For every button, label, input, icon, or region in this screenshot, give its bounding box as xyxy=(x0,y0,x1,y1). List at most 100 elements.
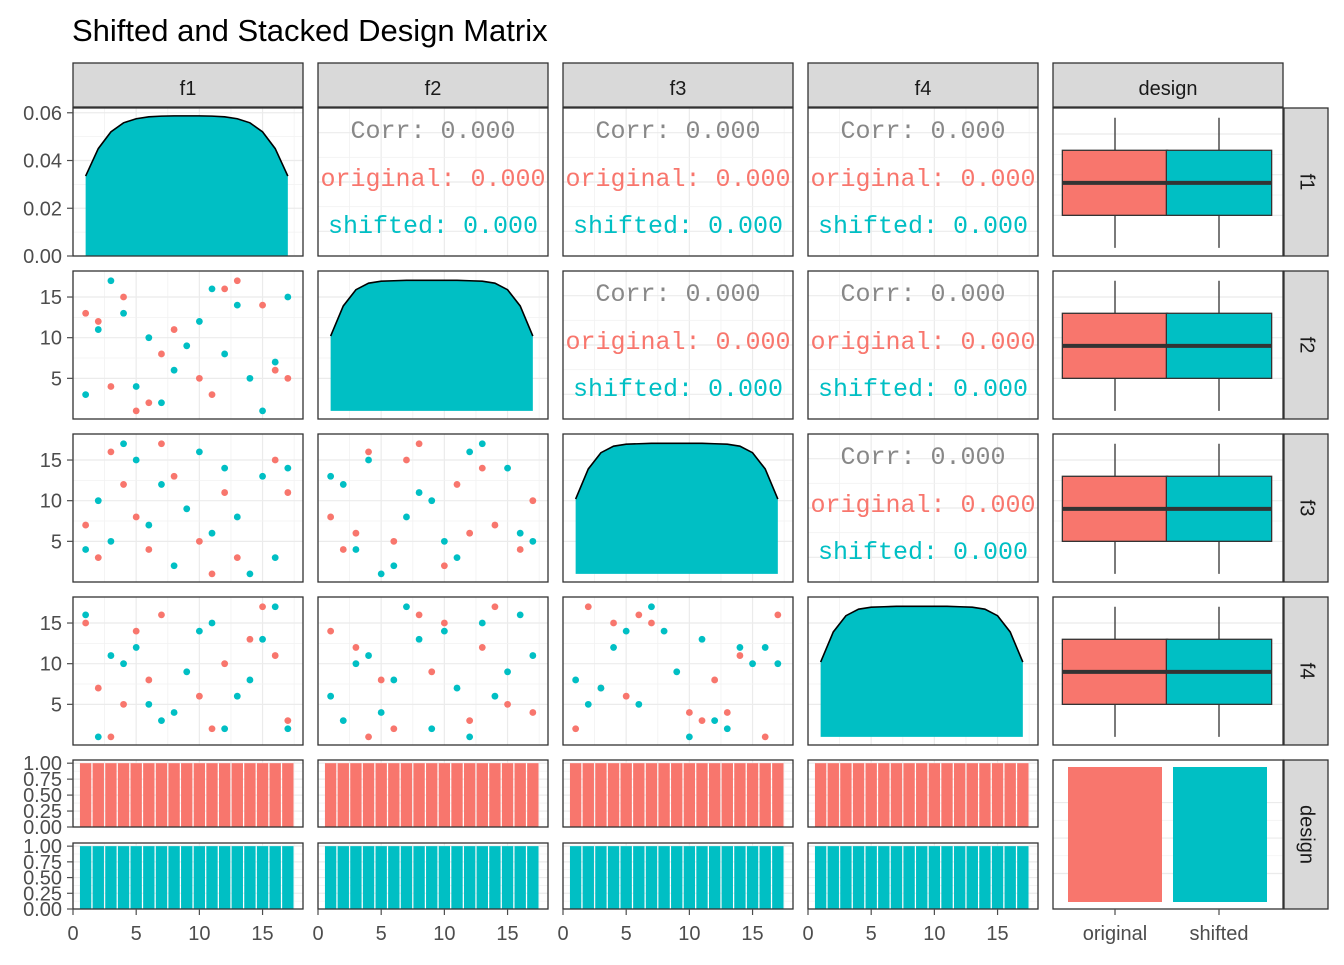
scatter-point-shifted xyxy=(516,529,524,537)
y-tick-label: 5 xyxy=(51,368,62,390)
panel-f4-design xyxy=(1052,596,1284,746)
scatter-point-shifted xyxy=(284,725,292,733)
scatter-point-shifted xyxy=(221,350,229,358)
bar-shifted xyxy=(827,846,839,909)
bar-original xyxy=(193,763,206,827)
scatter-point-original xyxy=(504,700,511,708)
bar-original xyxy=(105,763,117,827)
x-tick-label: 5 xyxy=(131,923,142,945)
panel-border xyxy=(562,842,794,910)
scatter-point-shifted xyxy=(221,464,229,472)
scatter-point-original xyxy=(195,692,203,700)
bar-original xyxy=(79,763,92,827)
panel-border xyxy=(72,596,304,746)
bar-shifted xyxy=(696,846,708,909)
panel-f1-f3: Corr: 0.000 original: 0.000 shifted: 0.000 xyxy=(562,107,794,257)
y-tick-label: 0.04 xyxy=(23,151,62,173)
bar-original xyxy=(582,763,594,827)
bar-original xyxy=(746,763,759,827)
panel-border xyxy=(1052,759,1284,910)
bar-original xyxy=(840,763,852,827)
panel-f2-f1 xyxy=(72,270,304,420)
x-tick-label: 10 xyxy=(923,923,945,945)
scatter-point-shifted xyxy=(736,644,744,651)
panel-border xyxy=(562,596,794,746)
panel-border xyxy=(317,270,549,420)
bar-shifted xyxy=(734,846,746,909)
column-strip-f1 xyxy=(72,62,304,108)
bar-shifted xyxy=(130,846,142,909)
scatter-point-shifted xyxy=(158,399,165,407)
bar-subpanel-original xyxy=(72,759,304,828)
column-strip-design xyxy=(1052,62,1284,108)
scatter-point-shifted xyxy=(94,733,102,741)
scatter-point-original xyxy=(259,603,266,611)
scatter-point-shifted xyxy=(723,725,731,733)
scatter-point-shifted xyxy=(145,521,153,529)
scatter-point-original xyxy=(327,513,335,521)
scatter-point-original xyxy=(271,652,279,659)
scatter-point-original xyxy=(82,309,90,317)
x-tick-label: 15 xyxy=(251,923,273,945)
corr-text-group: Corr: 0.000 original: 0.000 shifted: 0.000 xyxy=(810,280,1035,404)
corr-text-group: Corr: 0.000 original: 0.000 shifted: 0.000 xyxy=(565,117,790,241)
bar-original xyxy=(489,763,501,827)
x-tick-label: 0 xyxy=(67,923,78,945)
panel-border xyxy=(562,759,794,828)
scatter-point-original xyxy=(466,717,474,725)
density-line xyxy=(84,115,289,177)
scatter-point-original xyxy=(453,481,461,488)
scatter-point-shifted xyxy=(233,513,241,521)
bar-original xyxy=(865,763,877,827)
bar-shifted xyxy=(181,846,193,909)
bar-shifted xyxy=(375,846,387,909)
bar-original xyxy=(671,763,683,827)
panel-f3-f1 xyxy=(72,433,304,583)
bar-shifted xyxy=(256,846,269,909)
scatter-point-original xyxy=(390,537,398,545)
bar-original xyxy=(463,763,476,827)
scatter-point-original xyxy=(403,456,410,464)
bar-shifted xyxy=(772,846,784,909)
scatter-point-original xyxy=(635,611,643,619)
corr-text-group: Corr: 0.000 original: 0.000 shifted: 0.000 xyxy=(565,280,790,404)
x-tick-label: 15 xyxy=(496,923,518,945)
bar-original xyxy=(218,763,231,827)
corr-text-group: Corr: 0.000 original: 0.000 shifted: 0.000 xyxy=(320,117,545,241)
scatter-point-shifted xyxy=(597,684,605,692)
y-tick-label: 10 xyxy=(40,491,62,513)
scatter-point-original xyxy=(246,635,254,643)
scatter-point-shifted xyxy=(208,619,216,627)
y-tick-label: 0.00 xyxy=(23,817,62,839)
bar-original xyxy=(941,763,953,827)
scatter-point-shifted xyxy=(246,374,254,382)
scatter-point-shifted xyxy=(377,570,385,578)
bar-original xyxy=(953,763,966,827)
row-strip-design xyxy=(1283,759,1329,910)
column-strip-label-design: design xyxy=(1139,78,1198,100)
bar-shifted xyxy=(903,846,915,909)
panel-f1-design xyxy=(1052,107,1284,257)
bar-shifted xyxy=(658,846,670,909)
row-strip-f4 xyxy=(1283,596,1329,746)
bar-shifted xyxy=(582,846,594,909)
panel-f2-f4: Corr: 0.000 original: 0.000 shifted: 0.000 xyxy=(807,270,1039,420)
scatter-point-original xyxy=(233,554,241,562)
bar-original xyxy=(814,763,827,827)
bar-shifted xyxy=(324,846,337,909)
corr-label: Corr: 0.000 xyxy=(840,443,1005,472)
scatter-point-original xyxy=(94,554,102,562)
bar-shifted xyxy=(814,846,827,909)
panel-design-design xyxy=(1052,759,1284,910)
bar-shifted xyxy=(633,846,645,909)
scatter-point-original xyxy=(145,546,153,553)
scatter-point-original xyxy=(120,700,127,708)
bar-subpanel-shifted xyxy=(72,842,304,910)
bar-shifted xyxy=(489,846,501,909)
y-tick-label: 0.50 xyxy=(23,785,62,807)
bar-shifted xyxy=(168,846,180,909)
scatter-point-shifted xyxy=(271,603,279,611)
x-tick-label: 15 xyxy=(986,923,1008,945)
